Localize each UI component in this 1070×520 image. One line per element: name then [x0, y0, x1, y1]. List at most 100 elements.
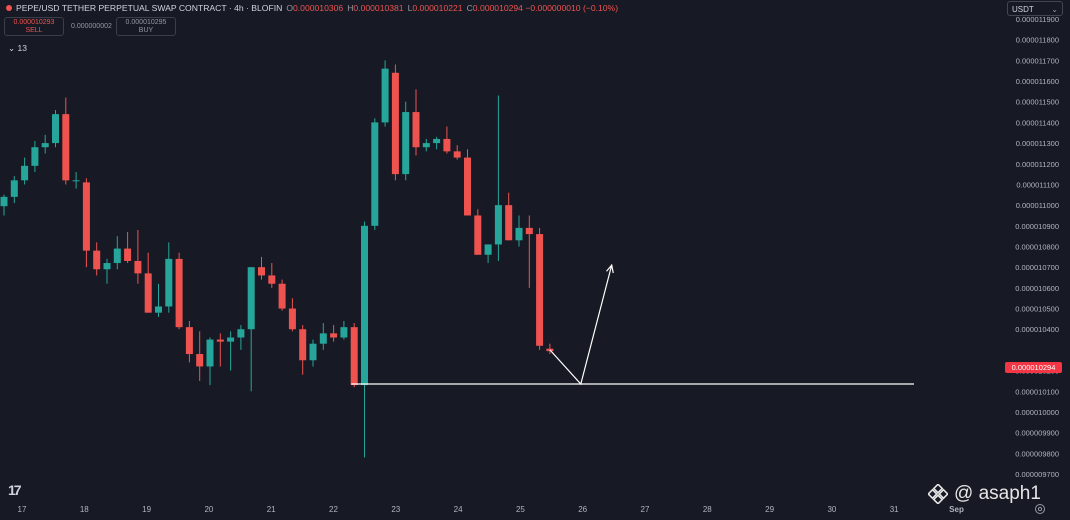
candle	[103, 258, 111, 284]
candle	[134, 229, 142, 284]
candle-body	[361, 225, 368, 386]
candle-body	[41, 143, 49, 148]
candle	[237, 325, 245, 350]
candle-body	[299, 329, 307, 361]
candle	[175, 252, 183, 330]
sell-price: 0.000010293	[13, 19, 55, 26]
candle	[62, 97, 70, 185]
indicator-count: 13	[17, 43, 27, 53]
x-axis[interactable]: 17 18 19 20 21 22 23 24 25 26 27 28 29 30 31 Sep	[18, 505, 964, 514]
close-value: 0.000010294	[472, 3, 523, 13]
candle	[433, 136, 441, 150]
candle-body	[196, 354, 204, 367]
candle-body	[525, 227, 533, 235]
candle	[309, 339, 317, 367]
candle	[0, 194, 8, 216]
candle	[21, 157, 29, 185]
candle	[299, 325, 307, 375]
candle-body	[206, 339, 214, 367]
candle	[227, 331, 235, 371]
candle	[361, 221, 368, 458]
candle-body	[381, 68, 389, 123]
y-tick-label: 0.000011900	[1016, 15, 1059, 24]
x-tick-label: 28	[703, 505, 712, 514]
y-tick-label: 0.000010600	[1015, 284, 1059, 293]
candle	[144, 252, 152, 313]
projection-path[interactable]	[549, 264, 613, 386]
candle	[113, 236, 121, 270]
low-value: 0.000010221	[412, 3, 463, 13]
status-dot	[6, 5, 12, 11]
candle-body	[433, 138, 441, 144]
y-tick-label: 0.000010700	[1015, 263, 1059, 272]
buy-button[interactable]: 0.000010295 BUY	[116, 17, 176, 36]
candle-body	[227, 337, 235, 342]
candle	[319, 323, 327, 350]
candle-body	[422, 143, 430, 148]
gear-icon[interactable]	[1034, 503, 1046, 515]
y-axis[interactable]: 0.000011900 0.000011800 0.000011700 0.00001…	[1015, 15, 1059, 479]
candle	[525, 215, 533, 288]
candle	[258, 256, 265, 280]
low-label: L	[407, 3, 413, 13]
candle-body	[72, 180, 80, 182]
currency-select[interactable]: USDT ⌄	[1007, 1, 1063, 16]
candle	[93, 242, 101, 276]
y-tick-label: 0.000010800	[1015, 243, 1059, 252]
candle	[72, 172, 80, 189]
y-tick-label: 0.000010100	[1015, 387, 1059, 396]
y-tick-label: 0.000010500	[1015, 305, 1059, 314]
candle-body	[216, 339, 224, 342]
candle	[216, 333, 224, 367]
x-tick-label: 27	[641, 505, 650, 514]
candle-body	[536, 234, 544, 346]
buy-label: BUY	[138, 27, 154, 34]
candle-body	[237, 329, 245, 338]
candle-body	[134, 260, 142, 274]
candle-body	[247, 267, 255, 330]
x-tick-label: 21	[267, 505, 276, 514]
candle	[124, 232, 132, 264]
candle	[278, 279, 286, 311]
last-price-tag: 0.000010294	[1005, 362, 1062, 373]
candle-body	[124, 248, 132, 261]
candle	[206, 337, 214, 386]
candles	[0, 60, 554, 458]
y-tick-label: 0.000011300	[1016, 139, 1059, 148]
chevron-down-icon: ⌄	[1051, 5, 1058, 14]
y-tick-label: 0.000011400	[1016, 118, 1059, 127]
candle-body	[62, 114, 70, 181]
symbol-legend[interactable]: PEPE/USD TETHER PERPETUAL SWAP CONTRACT …	[6, 3, 618, 17]
candle-body	[52, 114, 59, 144]
candle-body	[10, 180, 18, 197]
buy-price: 0.000010295	[125, 19, 167, 26]
x-tick-label: 23	[391, 505, 400, 514]
candle-body	[175, 258, 183, 328]
candle	[391, 64, 399, 181]
candle-body	[21, 165, 29, 181]
chevron-down-icon: ⌄	[8, 43, 16, 53]
high-label: H	[347, 3, 354, 13]
x-tick-label: 17	[18, 505, 27, 514]
x-tick-label: 22	[329, 505, 338, 514]
x-tick-label: 31	[890, 505, 899, 514]
indicators-toggle[interactable]: ⌄ 13	[8, 43, 27, 54]
candle	[268, 263, 276, 288]
y-tick-label: 0.000011800	[1016, 36, 1059, 45]
open-label: O	[286, 3, 293, 13]
spread-value: 0.000000002	[71, 23, 112, 30]
candle	[82, 178, 90, 268]
x-tick-label: 18	[80, 505, 89, 514]
sell-button[interactable]: 0.000010293 SELL	[4, 17, 64, 36]
candle	[381, 60, 389, 127]
x-tick-label: 30	[827, 505, 836, 514]
candle-body	[93, 250, 101, 270]
candle-body	[155, 306, 162, 313]
currency-value: USDT	[1012, 5, 1034, 14]
candle-body	[443, 138, 451, 152]
y-tick-label: 0.000011200	[1016, 160, 1059, 169]
candle	[536, 227, 544, 350]
candle	[155, 283, 162, 317]
drawings[interactable]	[351, 263, 914, 386]
